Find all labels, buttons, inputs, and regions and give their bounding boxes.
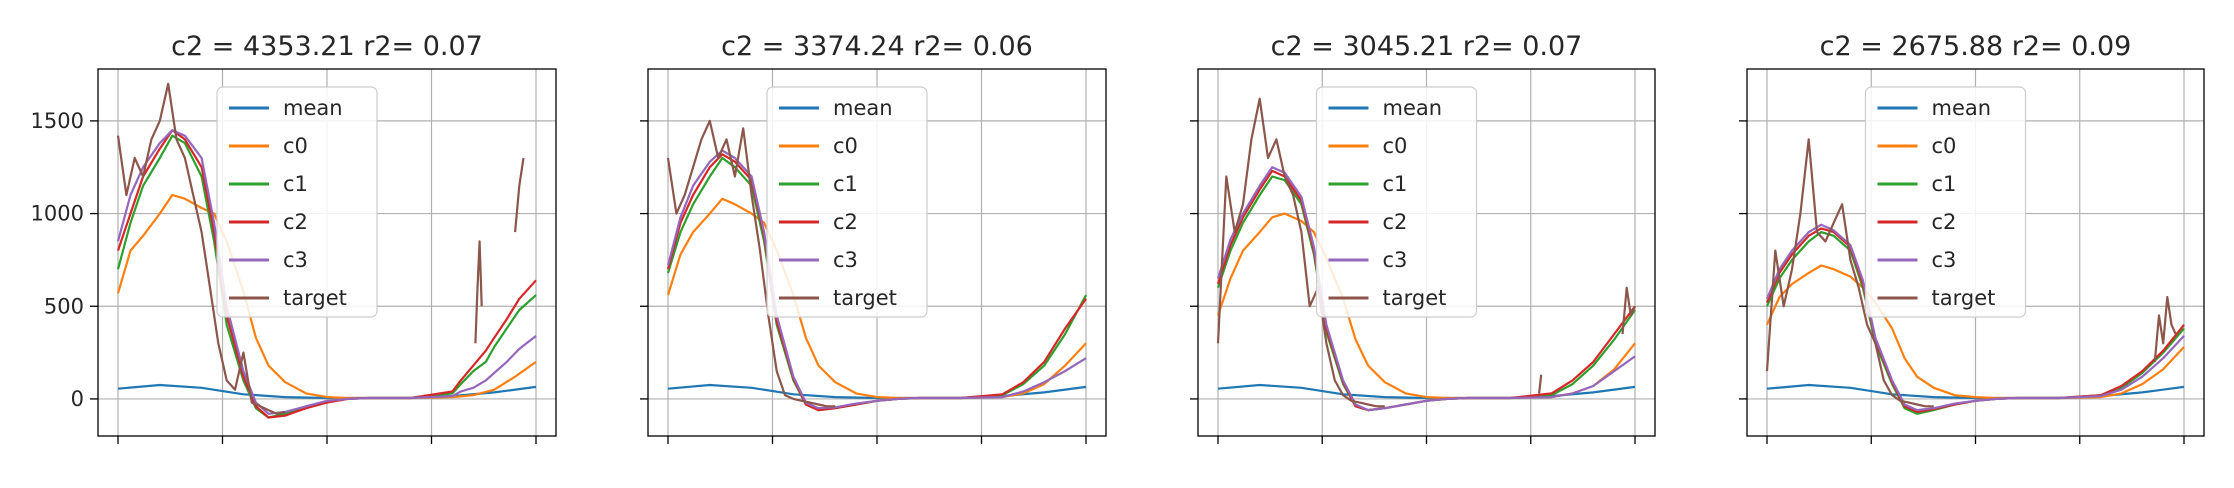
- legend-label-mean: mean: [1932, 96, 1992, 120]
- legend-label-c0: c0: [833, 134, 858, 158]
- y-tick-label: 1500: [31, 109, 84, 133]
- series-line-c3: [1216, 166, 1636, 412]
- y-tick-label: 0: [71, 387, 84, 411]
- legend-label-c0: c0: [1932, 134, 1957, 158]
- legend: mean c0 c1 c2 c3 target: [1315, 86, 1478, 318]
- subplot-title: c2 = 2675.88 r2= 0.09: [1820, 31, 2132, 62]
- series-group: [1765, 138, 2185, 415]
- subplot-title: c2 = 4353.21 r2= 0.07: [171, 31, 483, 62]
- legend-label-mean: mean: [833, 96, 893, 120]
- legend-box: [766, 86, 928, 318]
- legend-label-mean: mean: [1383, 96, 1443, 120]
- y-tick-label: 500: [44, 294, 84, 318]
- subplot-title: c2 = 3045.21 r2= 0.07: [1271, 31, 1583, 62]
- series-line-target: [2153, 295, 2177, 362]
- series-line-target: [514, 157, 525, 233]
- legend-label-target: target: [1932, 286, 1996, 310]
- legend-label-target: target: [283, 286, 347, 310]
- series-group: [1216, 97, 1637, 412]
- subplot-1: 0 500 1000 1500 c2 = 4353.21 r2= 0.07 mean c0 c…: [31, 31, 557, 444]
- legend-label-c1: c1: [1383, 172, 1408, 196]
- subplot-title: c2 = 3374.24 r2= 0.06: [721, 31, 1033, 62]
- series-line-c0: [1765, 264, 2185, 400]
- legend-label-c2: c2: [833, 210, 858, 234]
- legend-label-c3: c3: [1383, 248, 1408, 272]
- legend-label-mean: mean: [283, 96, 343, 120]
- legend-label-c1: c1: [1932, 172, 1957, 196]
- legend: mean c0 c1 c2 c3 target: [216, 86, 378, 318]
- legend-label-c0: c0: [283, 134, 308, 158]
- legend-box: [216, 86, 378, 318]
- legend-label-target: target: [1383, 286, 1447, 310]
- series-line-target: [1621, 286, 1637, 335]
- series-line-target: [1538, 374, 1543, 394]
- y-tick-label: 1000: [31, 202, 84, 226]
- legend: mean c0 c1 c2 c3 target: [766, 86, 928, 318]
- series-line-target: [666, 119, 836, 408]
- series-group: [666, 119, 1087, 412]
- legend-box: [1864, 86, 2027, 318]
- subplot-3: c2 = 3045.21 r2= 0.07 mean c0 c1 c2 c3 target: [1190, 31, 1656, 444]
- legend: mean c0 c1 c2 c3 target: [1864, 86, 2027, 318]
- series-line-target: [116, 82, 286, 415]
- subplot-4: c2 = 2675.88 r2= 0.09 mean c0 c1 c2 c3 target: [1739, 31, 2205, 444]
- legend-label-c3: c3: [1932, 248, 1957, 272]
- legend-label-c3: c3: [833, 248, 858, 272]
- legend-label-c2: c2: [1932, 210, 1957, 234]
- legend-label-c2: c2: [283, 210, 308, 234]
- series-line-target: [1765, 138, 1934, 408]
- series-line-c0: [116, 193, 537, 400]
- legend-label-target: target: [833, 286, 897, 310]
- legend-label-c3: c3: [283, 248, 308, 272]
- legend-label-c0: c0: [1383, 134, 1408, 158]
- series-group: [116, 82, 537, 419]
- series-line-target: [1216, 97, 1385, 408]
- series-line-target: [474, 240, 483, 344]
- legend-label-c1: c1: [833, 172, 858, 196]
- legend-label-c1: c1: [283, 172, 308, 196]
- legend-box: [1315, 86, 1478, 318]
- subplot-2: c2 = 3374.24 r2= 0.06 mean c0 c1 c2 c3 target: [640, 31, 1107, 444]
- legend-label-c2: c2: [1383, 210, 1408, 234]
